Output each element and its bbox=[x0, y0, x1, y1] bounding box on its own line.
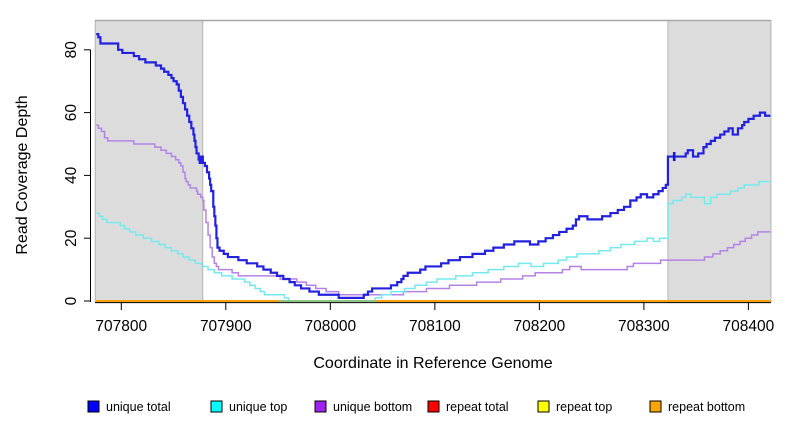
x-tick-label: 708400 bbox=[723, 318, 775, 335]
series-path-unique-total bbox=[96, 33, 771, 299]
x-tick-label: 707900 bbox=[200, 318, 252, 335]
legend-label-repeat-top: repeat top bbox=[556, 400, 612, 414]
legend-swatch-repeat-top bbox=[537, 400, 550, 413]
legend-label-unique-top: unique top bbox=[229, 400, 287, 414]
y-tick-label: 60 bbox=[63, 104, 80, 122]
shaded-region bbox=[94, 20, 204, 303]
y-axis-title: Read Coverage Depth bbox=[14, 95, 31, 254]
x-tick-label: 708000 bbox=[304, 318, 356, 335]
legend-swatch-unique-total bbox=[87, 400, 100, 413]
series-path-unique-top bbox=[96, 180, 771, 302]
legend-swatch-repeat-total bbox=[427, 400, 440, 413]
x-tick-label: 708100 bbox=[409, 318, 461, 335]
legend-label-unique-total: unique total bbox=[106, 400, 171, 414]
legend-swatch-repeat-bottom bbox=[649, 400, 662, 413]
legend-swatch-unique-bottom bbox=[314, 400, 327, 413]
x-tick-label: 707800 bbox=[95, 318, 147, 335]
legend-label-unique-bottom: unique bottom bbox=[333, 400, 412, 414]
x-axis-title: Coordinate in Reference Genome bbox=[313, 355, 552, 372]
y-tick-label: 80 bbox=[63, 41, 80, 59]
y-tick-label: 20 bbox=[63, 229, 80, 247]
legend-label-repeat-total: repeat total bbox=[446, 400, 509, 414]
y-tick-label: 40 bbox=[63, 166, 80, 184]
legend-swatch-unique-top bbox=[210, 400, 223, 413]
shaded-region bbox=[667, 20, 772, 303]
y-tick-label: 0 bbox=[63, 296, 80, 305]
x-tick-label: 708200 bbox=[514, 318, 566, 335]
series-path-unique-bottom bbox=[96, 124, 771, 296]
x-tick-label: 708300 bbox=[618, 318, 670, 335]
legend-label-repeat-bottom: repeat bottom bbox=[668, 400, 745, 414]
